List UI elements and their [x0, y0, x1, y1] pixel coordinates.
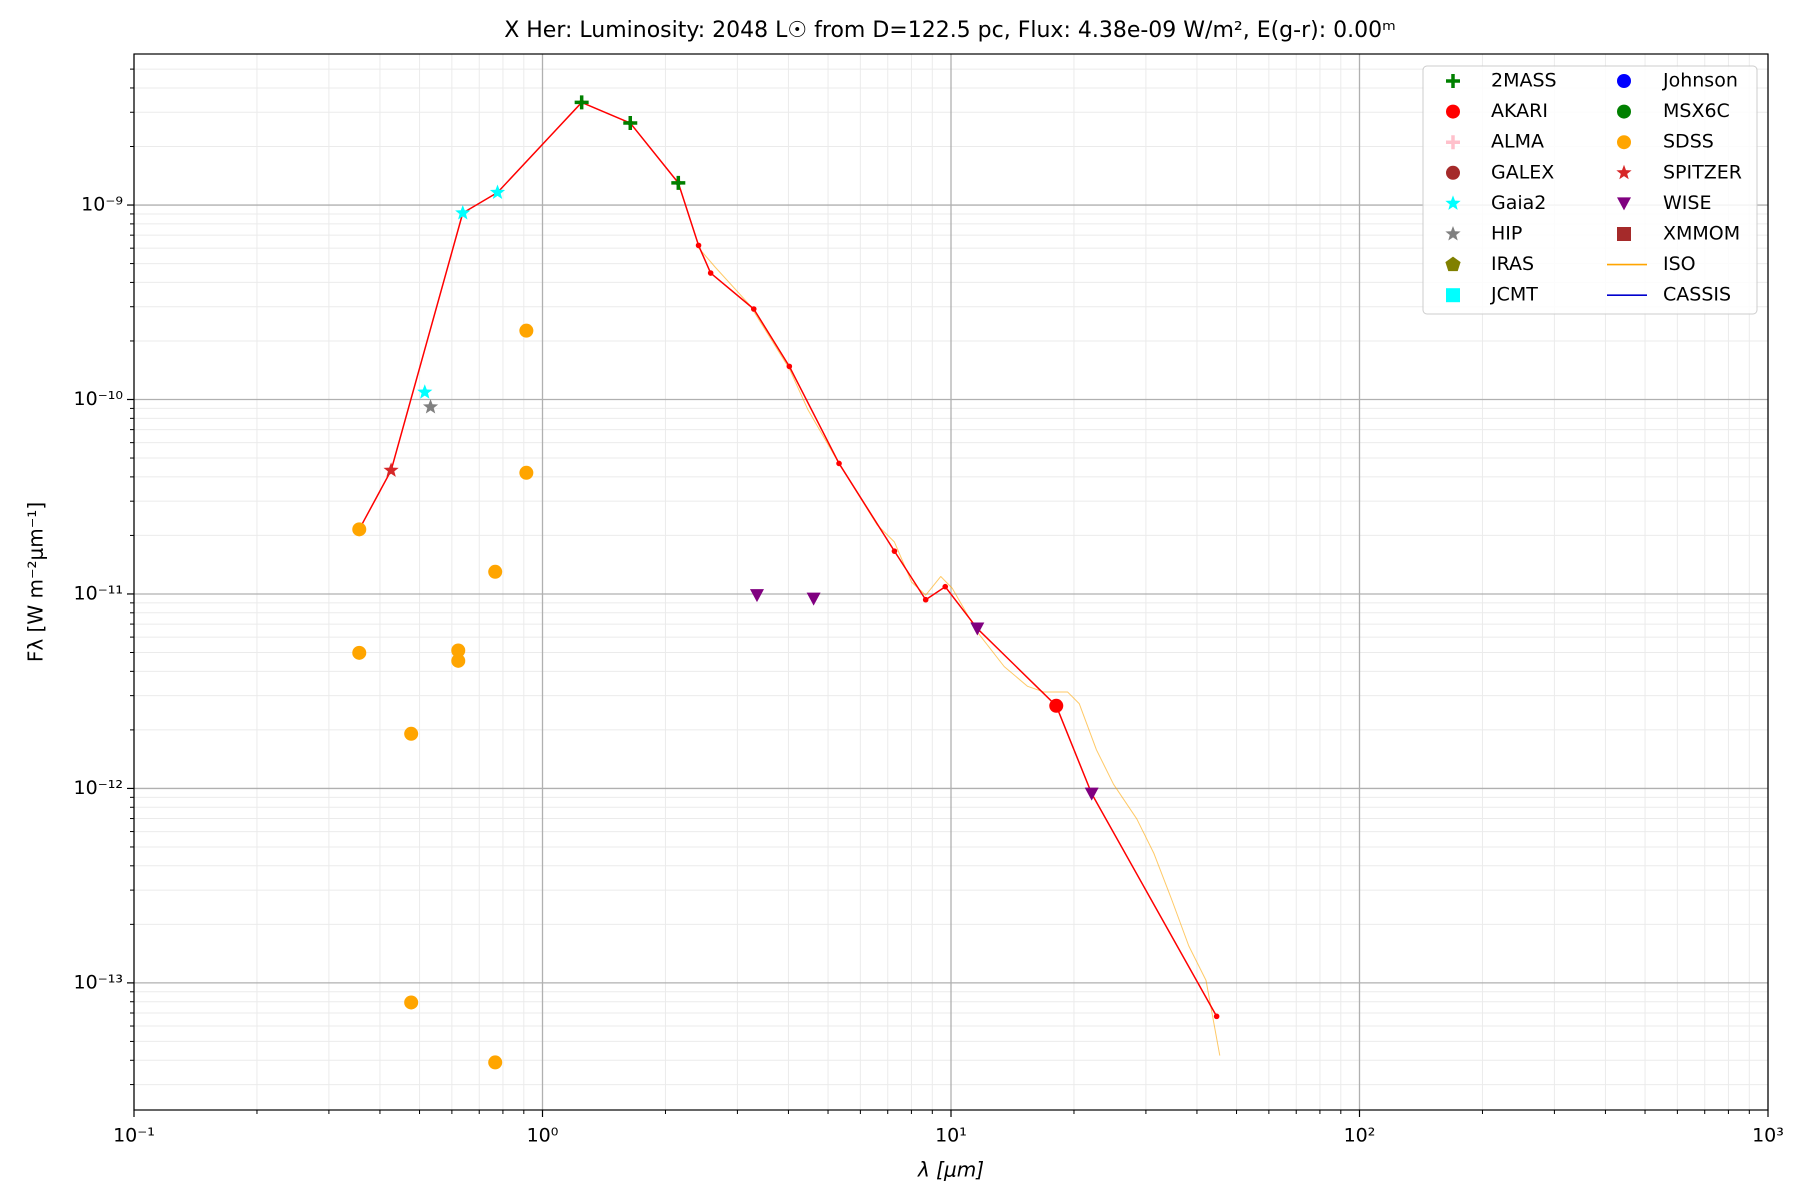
data-point [417, 384, 433, 399]
legend-marker [1617, 74, 1631, 88]
x-axis-label: λ [μm] [917, 1158, 984, 1182]
model-point [942, 583, 949, 590]
y-tick-label: 10⁻¹² [74, 777, 123, 799]
chart-title: X Her: Luminosity: 2048 L☉ from D=122.5 … [504, 18, 1396, 43]
data-point [519, 323, 534, 338]
legend-label: SPITZER [1663, 161, 1742, 183]
data-point [455, 205, 471, 220]
data-point [383, 462, 399, 477]
legend-marker [1616, 164, 1632, 180]
legend-marker [1617, 135, 1631, 150]
legend-label: Gaia2 [1491, 192, 1546, 214]
legend-marker [1617, 197, 1631, 211]
data-point [970, 622, 985, 636]
spectrum-line [698, 247, 1221, 1056]
data-point [404, 726, 419, 741]
legend-marker [1445, 256, 1461, 272]
model-point [1213, 1013, 1220, 1020]
legend-label: ALMA [1491, 131, 1544, 153]
legend-marker [1617, 227, 1631, 241]
data-point [671, 175, 686, 190]
x-tick-label: 10⁰ [527, 1125, 559, 1147]
data-point [623, 116, 638, 131]
plot-area [352, 95, 1221, 1070]
y-tick-label: 10⁻¹⁰ [74, 388, 123, 410]
legend-label: Johnson [1662, 70, 1738, 92]
legend-marker [1446, 74, 1460, 88]
grid [133, 54, 1769, 1110]
data-point [422, 399, 439, 414]
legend-label: HIP [1491, 223, 1522, 245]
y-tick-label: 10⁻⁹ [81, 194, 123, 216]
legend-marker [1445, 226, 1461, 241]
legend-marker [1617, 104, 1631, 119]
x-tick-label: 10⁻¹ [113, 1125, 155, 1147]
legend-label: JCMT [1490, 284, 1538, 306]
legend-label: WISE [1663, 192, 1711, 214]
legend-label: CASSIS [1663, 284, 1731, 306]
legend-marker [1446, 104, 1460, 119]
legend-box [1422, 65, 1758, 315]
y-axis-label: Fλ [W m⁻²μm⁻¹] [24, 502, 48, 662]
legend-label: MSX6C [1663, 100, 1730, 122]
x-tick-label: 10³ [1752, 1125, 1784, 1147]
model-point [891, 548, 898, 554]
data-point [574, 95, 589, 110]
x-tick-label: 10¹ [935, 1125, 967, 1147]
data-point [489, 184, 506, 199]
model-point [695, 242, 702, 249]
legend-marker [1445, 195, 1461, 210]
legend-marker [1446, 135, 1460, 150]
legend-label: 2MASS [1491, 70, 1557, 92]
data-point [352, 522, 367, 537]
data-point [749, 589, 764, 603]
legend: 2MASS AKARI ALMA GALEX Gaia2 HIP IRAS JCMT Johns… [1422, 65, 1758, 315]
legend-label: AKARI [1491, 100, 1548, 122]
data-point [519, 465, 534, 480]
legend-label: IRAS [1491, 253, 1534, 275]
data-point [451, 653, 466, 668]
legend-marker [1446, 165, 1460, 180]
legend-label: XMMOM [1663, 223, 1740, 245]
legend-label: SDSS [1663, 131, 1714, 153]
data-point [1084, 787, 1099, 801]
legend-label: GALEX [1491, 161, 1554, 183]
data-point [352, 645, 367, 660]
model-point [922, 596, 929, 603]
x-tick-label: 10² [1344, 1125, 1376, 1147]
data-point [488, 564, 503, 579]
model-point [786, 363, 793, 370]
legend-label: ISO [1663, 253, 1696, 275]
model-point [750, 306, 757, 312]
data-point [1049, 698, 1064, 713]
data-point [488, 1055, 503, 1070]
legend-marker [1446, 288, 1460, 303]
data-point [404, 995, 419, 1010]
data-point [806, 592, 821, 606]
model-point [836, 460, 842, 467]
y-tick-label: 10⁻¹¹ [74, 582, 123, 604]
data-point [451, 643, 466, 658]
model-point [707, 270, 714, 276]
y-tick-label: 10⁻¹³ [74, 971, 123, 993]
